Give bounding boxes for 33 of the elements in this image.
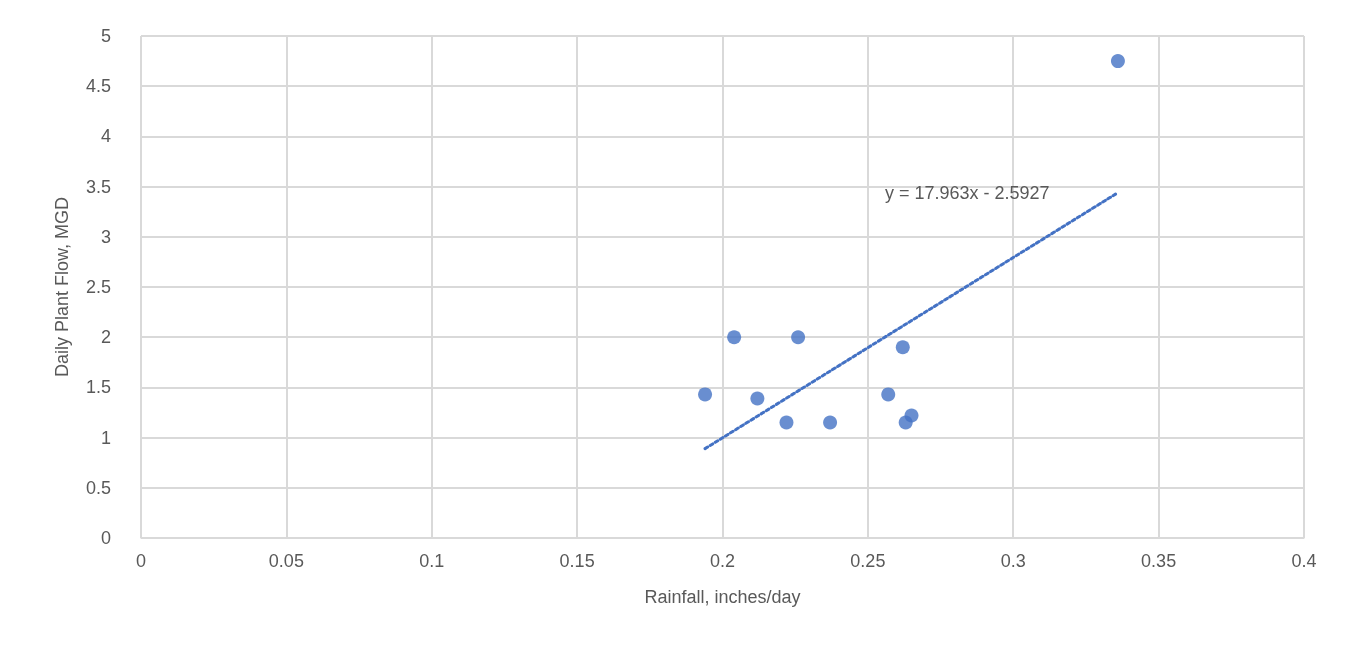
y-tick-label: 2 bbox=[100, 327, 111, 348]
point bbox=[750, 391, 765, 406]
point bbox=[823, 415, 838, 430]
point bbox=[791, 330, 806, 345]
x-axis-title: Rainfall, inches/day bbox=[644, 587, 801, 607]
y-tick-label: 1.5 bbox=[85, 377, 111, 398]
x-tick-label: 0.1 bbox=[419, 551, 445, 571]
x-tick-label: 0 bbox=[135, 551, 147, 571]
point bbox=[881, 387, 896, 402]
annotation: y = 17.963x - 2.5927 bbox=[885, 183, 1050, 203]
point bbox=[1110, 54, 1125, 69]
y-tick-label: 1 bbox=[100, 427, 111, 448]
x-tick-label: 0.35 bbox=[1141, 551, 1177, 571]
x-tick-label: 0.25 bbox=[850, 551, 886, 571]
y-tick-label: 4.5 bbox=[85, 76, 111, 97]
y-tick-label: 3.5 bbox=[85, 176, 111, 197]
y-tick-label: 2.5 bbox=[85, 277, 111, 297]
point bbox=[779, 415, 794, 430]
y-tick-label: 4 bbox=[100, 126, 111, 147]
point bbox=[895, 340, 910, 355]
y-tick-label: 0.5 bbox=[85, 477, 111, 498]
y-tick-label: 0 bbox=[100, 528, 111, 548]
x-tick-label: 0.3 bbox=[1000, 551, 1026, 571]
x-tick-label: 0.4 bbox=[1291, 551, 1317, 571]
point bbox=[904, 408, 919, 423]
point bbox=[727, 330, 742, 345]
point bbox=[698, 387, 713, 402]
y-tick-label: 5 bbox=[100, 26, 111, 46]
x-tick-label: 0.2 bbox=[709, 551, 736, 571]
y-tick-label: 3 bbox=[100, 226, 111, 247]
y-axis-title: Daily Plant Flow, MGD bbox=[52, 196, 72, 378]
x-tick-label: 0.15 bbox=[559, 551, 595, 571]
x-tick-label: 0.05 bbox=[268, 551, 304, 571]
